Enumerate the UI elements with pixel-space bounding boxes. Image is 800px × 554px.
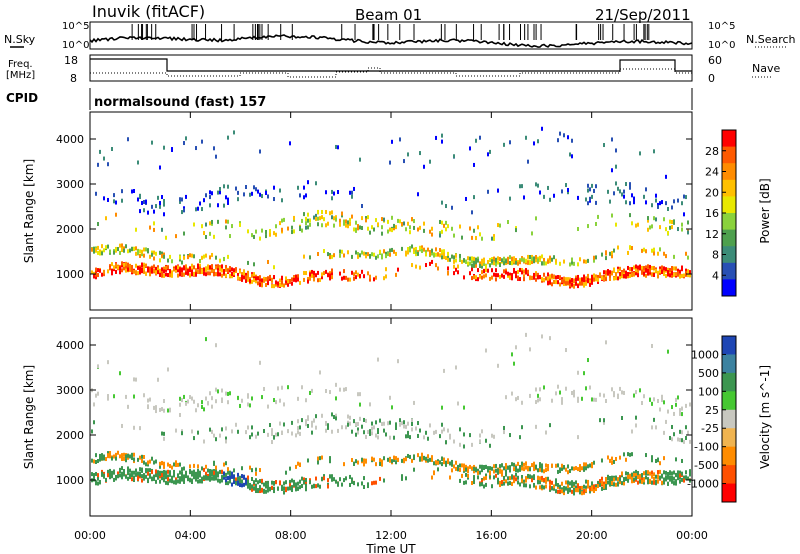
y-tick-label: 2000 (56, 429, 84, 442)
velocity-ylabel: Slant Range [km] (22, 365, 36, 469)
power-ylabel: Slant Range [km] (22, 159, 36, 263)
freq-series (90, 58, 692, 72)
freq-label: Freq. (8, 59, 33, 70)
colorbar-swatch (722, 428, 736, 448)
noise-right-tick-bottom: 10^0 (708, 40, 735, 51)
colorbar-tick-label: 500 (698, 367, 719, 380)
noise-series (89, 34, 693, 48)
colorbar-swatch (722, 446, 736, 466)
colorbar-tick-label: 16 (705, 207, 719, 220)
freq-left-tick-top: 18 (64, 54, 78, 67)
cpid-label: CPID (6, 91, 38, 105)
y-tick-label: 1000 (56, 268, 84, 281)
colorbar-swatch (722, 246, 736, 264)
freq-panel: Freq. [MHz] 18 8 60 0 Nave (6, 54, 780, 85)
colorbar-tick-label: 28 (705, 145, 719, 158)
colorbar-swatch (722, 372, 736, 392)
x-tick-label: 12:00 (375, 529, 407, 542)
colorbar-swatch (722, 354, 736, 374)
colorbar-swatch (722, 409, 736, 429)
nave-label: Nave (752, 62, 780, 75)
freq-unit-label: [MHz] (6, 70, 35, 81)
y-tick-label: 4000 (56, 339, 84, 352)
noise-spikes (131, 24, 650, 40)
colorbar-tick-label: 8 (712, 249, 719, 262)
beam-title: Beam 01 (355, 6, 422, 24)
colorbar-tick-label: -100 (694, 441, 719, 454)
colorbar-swatch (722, 465, 736, 485)
power-cbar-label: Power [dB] (758, 178, 772, 243)
colorbar-swatch (722, 229, 736, 247)
y-tick-label: 2000 (56, 223, 84, 236)
nsearch-label: N.Search (746, 33, 796, 46)
noise-left-tick-bottom: 10^0 (62, 40, 89, 51)
freq-right-tick-top: 60 (708, 54, 722, 67)
nsky-label: N.Sky (4, 33, 36, 46)
x-tick-label: 20:00 (576, 529, 608, 542)
colorbar-tick-label: 100 (698, 385, 719, 398)
colorbar-tick-label: -25 (701, 422, 719, 435)
colorbar-swatch (722, 262, 736, 280)
station-title: Inuvik (fitACF) (92, 2, 205, 21)
x-tick-label: 00:00 (74, 529, 106, 542)
noise-right-tick-top: 10^5 (708, 21, 735, 32)
y-tick-label: 4000 (56, 133, 84, 146)
colorbar-swatch (722, 213, 736, 231)
x-tick-label: 00:00 (676, 529, 708, 542)
power-scatter (91, 126, 691, 289)
colorbar-swatch (722, 483, 736, 503)
colorbar-swatch (722, 391, 736, 411)
velocity-scatter (91, 332, 691, 496)
colorbar-tick-label: 20 (705, 186, 719, 199)
noise-panel: N.Sky 10^5 10^0 10^5 10^0 N.Search (4, 21, 796, 51)
colorbar-tick-label: 25 (705, 404, 719, 417)
x-tick-label: 16:00 (475, 529, 507, 542)
y-tick-label: 3000 (56, 384, 84, 397)
colorbar-swatch (722, 163, 736, 181)
velocity-colorbar: 1000 500 100 25 -25 -100 -500 -1000 (687, 335, 737, 503)
colorbar-tick-label: -1000 (687, 478, 719, 491)
y-tick-label: 3000 (56, 178, 84, 191)
colorbar-tick-label: 4 (712, 269, 719, 282)
xlabel: Time UT (365, 542, 416, 554)
colorbar-swatch (722, 336, 736, 355)
nave-series (90, 67, 692, 78)
noise-left-tick-top: 10^5 (62, 21, 89, 32)
power-panel: 1000 2000 3000 4000 Slant Range [km] (22, 111, 693, 311)
colorbar-tick-label: -500 (694, 459, 719, 472)
colorbar-swatch (722, 279, 736, 297)
x-tick-label: 08:00 (275, 529, 307, 542)
x-tick-label: 04:00 (174, 529, 206, 542)
colorbar-swatch (722, 196, 736, 214)
colorbar-swatch (722, 146, 736, 164)
power-colorbar: 28 24 20 16 12 8 4 (705, 129, 737, 297)
velocity-panel: 1000 2000 3000 4000 Slant Range [km] (22, 317, 693, 517)
y-tick-label: 1000 (56, 474, 84, 487)
colorbar-tick-label: 1000 (691, 348, 719, 361)
freq-left-tick-bottom: 8 (70, 72, 77, 85)
cpid-value: normalsound (fast) 157 (94, 95, 266, 110)
velocity-cbar-label: Velocity [m s^-1] (758, 365, 772, 469)
colorbar-swatch (722, 130, 736, 148)
colorbar-tick-label: 12 (705, 228, 719, 241)
colorbar-swatch (722, 179, 736, 197)
colorbar-tick-label: 24 (705, 166, 719, 179)
freq-right-tick-bottom: 0 (708, 72, 715, 85)
date-title: 21/Sep/2011 (595, 6, 691, 24)
